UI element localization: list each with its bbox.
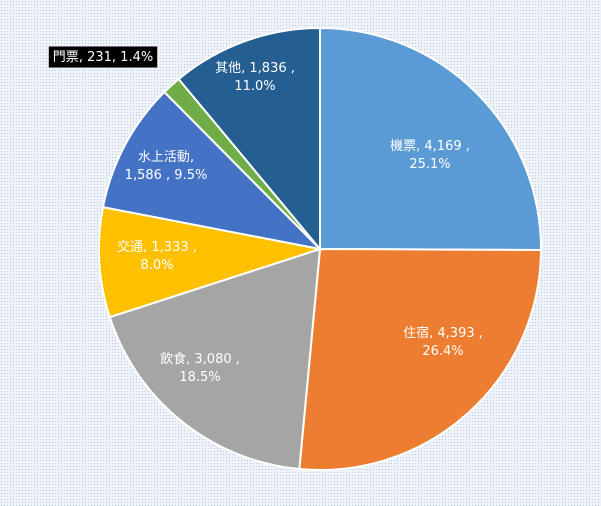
label-separator: , (143, 240, 151, 255)
slice-label: 門票, 231, 1.4% (48, 46, 158, 68)
slice-name: 飲食 (160, 351, 186, 367)
slice-label: 住宿, 4,393 , 26.4% (403, 325, 483, 359)
slice-name: 門票 (53, 50, 79, 65)
slice-label-line: 8.0% (140, 258, 173, 273)
label-separator: , (475, 326, 483, 341)
slice-percent: 26.4% (422, 344, 463, 359)
slice-label: 飲食, 3,080 , 18.5% (160, 351, 240, 385)
slice-label-line: 1,586 , 9.5% (125, 168, 208, 183)
slice-name: 機票 (390, 139, 416, 154)
slice-percent: 25.1% (409, 157, 450, 172)
slice-label: 機票, 4,169 , 25.1% (390, 139, 470, 172)
slice-value: 4,393 (437, 326, 474, 341)
slice-label: 其他, 1,836 , 11.0% (215, 61, 295, 94)
slice-value: 231 (87, 50, 112, 65)
slice-label: 水上活動,1,586 , 9.5% (125, 150, 208, 183)
pie-slice (98, 205, 321, 319)
slice-value: 4,169 (424, 139, 461, 154)
label-separator: , (79, 50, 87, 65)
slice-percent: 18.5% (179, 370, 220, 385)
label-separator: , (112, 50, 120, 65)
slice-label-line: 水上活動, (138, 150, 194, 165)
slice-label-line: 18.5% (179, 370, 220, 385)
pie-labels: 機票, 4,169 , 25.1% 住宿, 4,393 , 26.4% 飲食, 3,08… (48, 46, 483, 385)
pie-slice (177, 26, 321, 252)
label-separator: , (186, 352, 194, 367)
pie-slices (98, 26, 543, 471)
label-separator: , (416, 139, 424, 154)
slice-percent: 8.0% (140, 258, 173, 273)
slice-value: 1,836 (249, 61, 286, 76)
slice-label-line: 26.4% (422, 344, 463, 359)
slice-value: 3,080 (194, 352, 231, 367)
slice-label: 交通, 1,333 , 8.0% (117, 239, 197, 273)
slice-label-line: 機票, 4,169 , (390, 139, 470, 154)
callout-box (48, 46, 158, 68)
slice-label-line: 門票, 231, 1.4% (53, 50, 153, 65)
pie-slice (108, 247, 322, 471)
slice-label-line: 飲食, 3,080 , (160, 351, 240, 367)
label-separator: , (189, 240, 197, 255)
slice-value: 1,333 (151, 240, 188, 255)
slice-percent: 9.5% (174, 168, 207, 183)
slice-name: 交通 (117, 239, 143, 255)
pie-slice (319, 26, 542, 252)
label-separator: , (241, 61, 249, 76)
label-separator: , (232, 352, 240, 367)
slice-label-line: 11.0% (234, 79, 275, 94)
label-separator: , (429, 326, 437, 341)
pie-slice (101, 90, 323, 251)
slice-label-line: 25.1% (409, 157, 450, 172)
slice-value: 1,586 (125, 168, 162, 183)
label-separator: , (287, 61, 295, 76)
slice-name: 住宿 (403, 325, 429, 341)
label-separator: , (162, 168, 174, 183)
label-separator: , (190, 150, 194, 165)
pie-slice (298, 247, 543, 471)
slice-label-line: 交通, 1,333 , (117, 239, 197, 255)
slice-label-line: 住宿, 4,393 , (403, 325, 483, 341)
slice-name: 其他 (215, 61, 241, 76)
slice-name: 水上活動 (138, 150, 190, 165)
slice-percent: 1.4% (120, 50, 153, 65)
label-separator: , (462, 139, 470, 154)
slice-label-line: 其他, 1,836 , (215, 61, 295, 76)
slice-percent: 11.0% (234, 79, 275, 94)
